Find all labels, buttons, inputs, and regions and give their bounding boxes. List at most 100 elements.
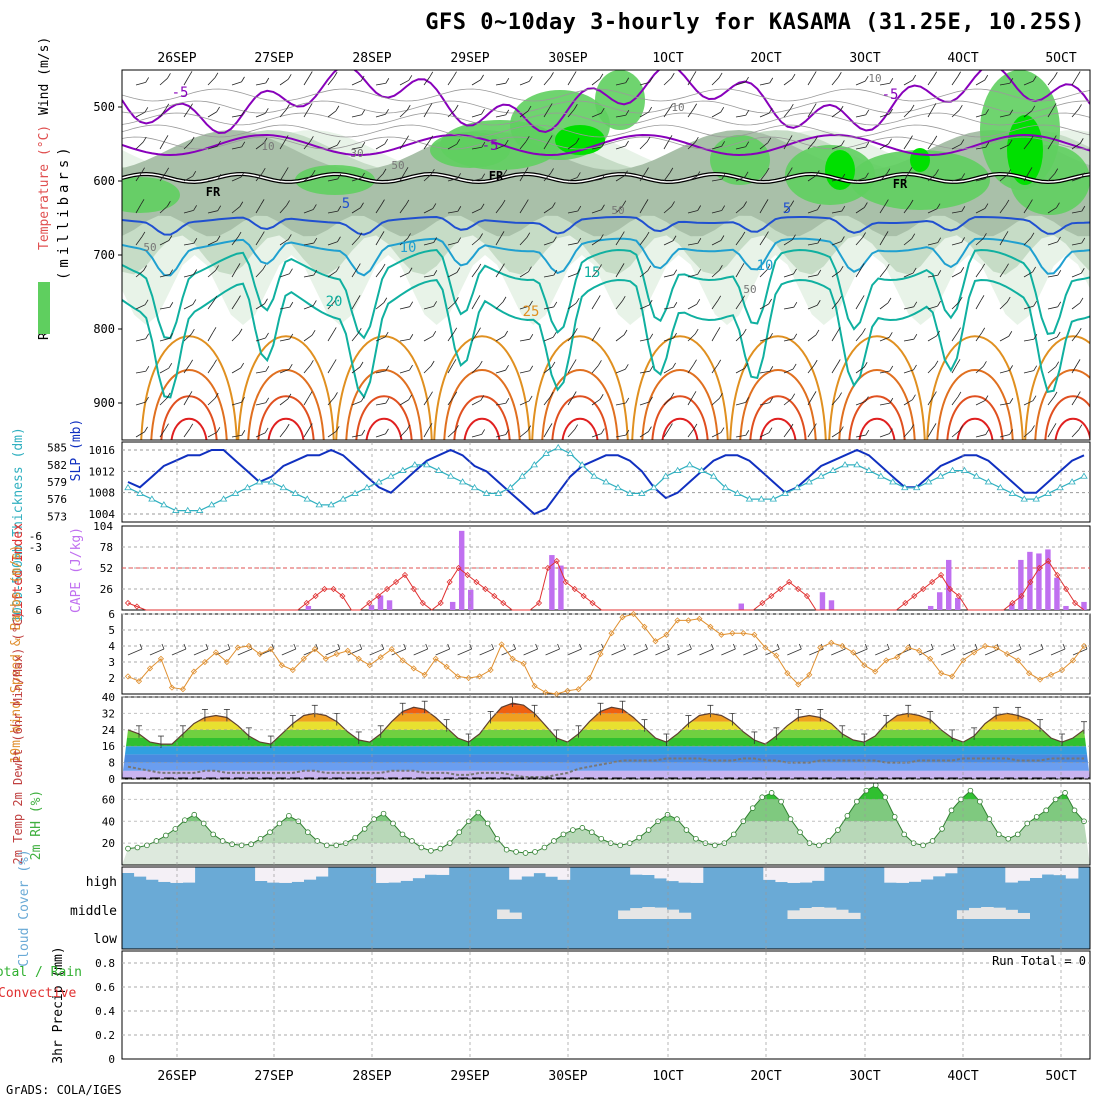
- wind-barb: [135, 370, 146, 374]
- cape-bar: [738, 603, 744, 610]
- rh2m-point: [437, 845, 444, 852]
- rh2m-point: [730, 831, 737, 838]
- wind-barb: [1071, 109, 1079, 118]
- wind-barb: [975, 365, 984, 374]
- rh2m-point: [456, 829, 463, 835]
- wind-barb-flag: [308, 391, 313, 397]
- wind-barb: [1023, 400, 1034, 406]
- lifted-point: [124, 599, 132, 607]
- wind-barb: [207, 332, 214, 342]
- wind-barb: [999, 236, 1006, 246]
- wind-barb: [807, 175, 817, 182]
- rh2m-point: [674, 816, 680, 822]
- wind-barb: [975, 300, 982, 310]
- thickness-point: [434, 466, 443, 473]
- wind-barb: [591, 365, 599, 374]
- cloud-high-gap: [1041, 867, 1055, 875]
- wind10-point: [223, 658, 230, 666]
- wind10-point: [146, 665, 154, 672]
- wind-barb-flag: [961, 173, 966, 179]
- wind-barb: [519, 80, 530, 86]
- wind-barb: [471, 399, 482, 406]
- rh2m-point: [929, 838, 936, 844]
- wind-barb-flag: [1052, 135, 1057, 141]
- wind-barb-flag: [310, 136, 314, 142]
- rh-contour-label: 10: [261, 140, 274, 153]
- rh-contour-line: [122, 112, 1090, 126]
- thickness-axis-label: 1000-500mb Thickness (dm): [11, 427, 26, 623]
- wind-barb: [375, 143, 385, 150]
- wind10-point: [575, 686, 582, 693]
- wind-barb-flag: [1032, 266, 1036, 273]
- wind-barb: [519, 370, 530, 374]
- wind-barb-flag: [981, 263, 986, 270]
- rh-contour-label: 50: [611, 204, 624, 217]
- wind-barb-flag: [598, 360, 602, 366]
- thickness-point: [1068, 478, 1076, 485]
- wind-barb-flag: [933, 391, 937, 397]
- thickness-point: [363, 483, 371, 491]
- wind-barb-flag: [141, 167, 145, 173]
- wind-barb-flag: [1009, 78, 1014, 84]
- wind-barb-flag: [285, 423, 290, 430]
- wind-barb: [303, 365, 311, 374]
- wind10-point: [608, 630, 615, 637]
- wind10-point: [707, 623, 714, 630]
- wind-barb: [951, 364, 958, 374]
- wind-barb-flag: [889, 108, 893, 115]
- wind-barb-flag: [1057, 236, 1061, 243]
- wind-barb-flag: [817, 204, 821, 210]
- wind-barb-flag: [433, 301, 437, 307]
- rh2m-point: [361, 826, 368, 832]
- rh2m-point: [636, 834, 642, 841]
- wind-barb: [711, 300, 719, 310]
- precip-panel: 00.20.40.60.8 Run Total = 0: [95, 950, 1091, 1066]
- wind10-point: [476, 673, 483, 680]
- wind-barb: [231, 367, 241, 374]
- thickness-point: [673, 466, 682, 473]
- wind-barb: [279, 205, 287, 214]
- wind-barb: [279, 368, 290, 374]
- wind-barb-flag: [216, 427, 221, 433]
- wind-barb: [951, 396, 959, 406]
- wind10-barb-flag: [315, 643, 319, 650]
- wind-barb-flag: [577, 268, 581, 274]
- wind-barb-flag: [503, 169, 508, 175]
- cloud-high-gap: [811, 867, 825, 881]
- page-title: GFS 0~10day 3-hourly for KASAMA (31.25E,…: [425, 10, 1085, 35]
- wind-barb-flag: [985, 173, 990, 179]
- wind-barb-flag: [864, 202, 868, 208]
- wind-barb-flag: [793, 268, 797, 275]
- wind-barb: [471, 178, 482, 182]
- wind-barb-flag: [720, 235, 725, 241]
- wind10-point: [1069, 657, 1077, 664]
- wind-barb: [1023, 271, 1033, 278]
- rh2m-point: [1014, 831, 1021, 838]
- rh2m-point: [948, 807, 955, 814]
- slp-axis-label: SLP (mb): [69, 419, 84, 482]
- wind-barb-flag: [933, 71, 937, 77]
- wind-barb: [447, 364, 454, 374]
- rh2m-point: [484, 820, 491, 827]
- wind-barb: [303, 141, 311, 150]
- wind10-barb: [743, 648, 758, 656]
- wind-barb-flag: [600, 107, 605, 114]
- wind-barb: [303, 174, 313, 182]
- wind10-point: [1015, 657, 1022, 664]
- cloud-high-gap: [557, 867, 571, 880]
- wind10-tick-label: 2: [108, 672, 115, 685]
- temp2m-tick-label: 32: [102, 707, 115, 720]
- bottom-date-label: 26SEP: [157, 1069, 196, 1084]
- wind-barb-flag: [887, 297, 892, 304]
- precip-ylabel: 3hr Precip (mm): [51, 946, 66, 1063]
- thickness-tick-label: 582: [47, 459, 67, 472]
- wind-barb-flag: [456, 138, 461, 145]
- lifted-point: [946, 585, 954, 593]
- thickness-point: [853, 461, 861, 468]
- wind-barb-flag: [361, 142, 366, 148]
- lifted-point: [384, 585, 391, 593]
- wind-barb-flag: [333, 71, 338, 78]
- wind-barb: [591, 239, 601, 246]
- isotherm-line: [122, 215, 1090, 236]
